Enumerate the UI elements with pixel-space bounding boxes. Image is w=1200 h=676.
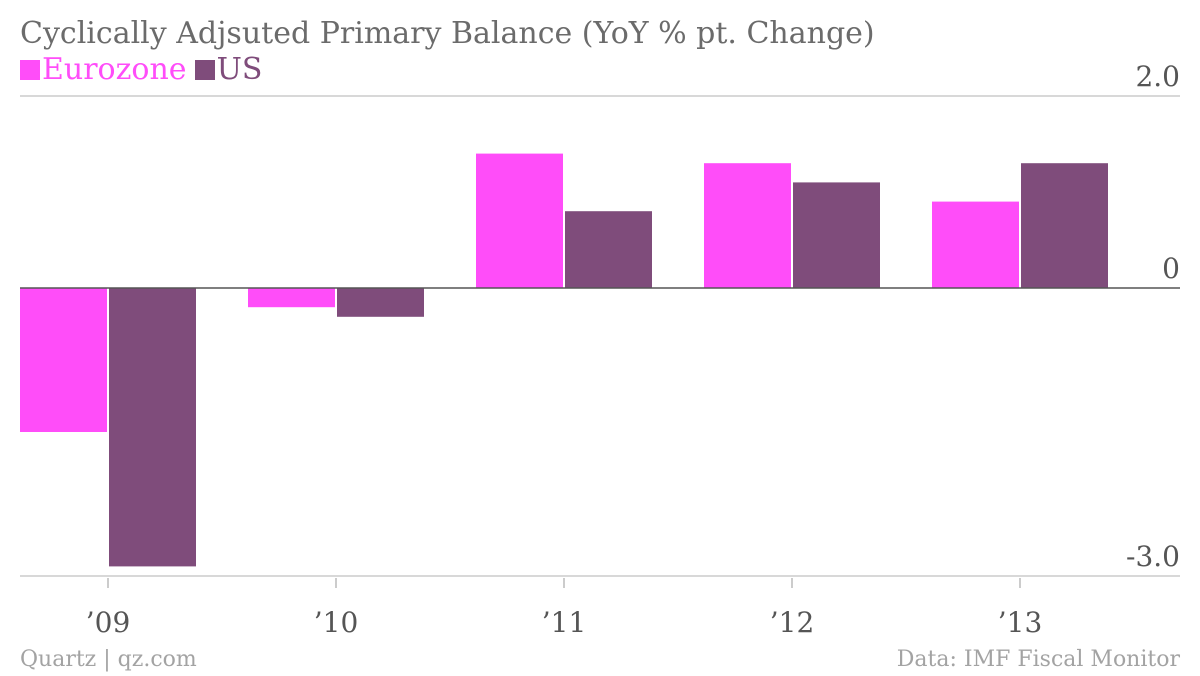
x-tick-label: ’11 [542,606,587,639]
bar-eurozone-0 [20,288,107,432]
data-source: Data: IMF Fiscal Monitor [896,647,1180,672]
legend: Eurozone US [20,52,270,88]
bar-us-3 [793,182,880,288]
bar-eurozone-3 [704,163,791,288]
x-tick-label: ’10 [314,606,359,639]
x-tick-label: ’12 [770,606,815,639]
legend-label-us: US [216,52,263,87]
bar-us-4 [1021,163,1108,288]
y-tick-label: -3.0 [1126,540,1180,573]
bar-us-1 [337,288,424,317]
bar-us-0 [109,288,196,567]
legend-label-eurozone: Eurozone [42,52,187,87]
bar-eurozone-4 [932,201,1019,288]
x-tick-label: ’13 [998,606,1043,639]
y-tick-label: 0 [1162,252,1180,285]
legend-swatch-eurozone [20,60,40,80]
bar-eurozone-2 [476,153,563,288]
x-tick-label: ’09 [86,606,131,639]
legend-item-eurozone: Eurozone [20,52,187,88]
source-credit: Quartz | qz.com [20,647,197,672]
legend-item-us: US [194,52,263,88]
bar-us-2 [565,211,652,288]
chart-title: Cyclically Adjsuted Primary Balance (YoY… [20,16,875,51]
bar-eurozone-1 [248,288,335,308]
y-tick-label: 2.0 [1135,60,1180,93]
legend-swatch-us [194,60,215,80]
